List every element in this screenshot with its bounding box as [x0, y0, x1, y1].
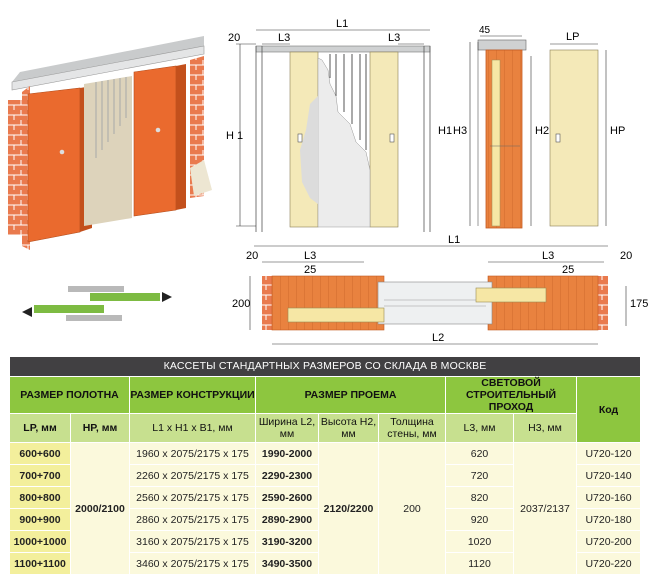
table-row: 900+900 2860 x 2075/2175 x 175 2890-2900…	[9, 508, 642, 532]
header-height: Высота H2, мм	[318, 413, 379, 444]
cell-dims: 2260 x 2075/2175 x 175	[129, 464, 256, 488]
cell-dims: 1960 x 2075/2175 x 175	[129, 442, 256, 466]
cell-lp: 1000+1000	[9, 530, 71, 554]
cell-lp: 1100+1100	[9, 552, 71, 575]
label-20-plan-right: 20	[620, 250, 632, 262]
cell-l3: 1120	[445, 552, 514, 575]
cell-l3: 720	[445, 464, 514, 488]
cell-lp: 600+600	[9, 442, 71, 466]
sliding-direction-symbol	[22, 286, 172, 321]
cell-l2: 2590-2600	[255, 486, 319, 510]
table-row: 1000+1000 3160 x 2075/2175 x 175 3190-32…	[9, 530, 642, 554]
cell-l2: 3490-3500	[255, 552, 319, 575]
header-l3: L3, мм	[445, 413, 514, 444]
label-h2: H2	[535, 125, 549, 137]
header-lp: LP, мм	[9, 413, 71, 444]
label-l1-front: L1	[336, 18, 348, 30]
label-25-left: 25	[304, 264, 316, 276]
table-row: 800+800 2560 x 2075/2175 x 175 2590-2600…	[9, 486, 642, 510]
group-construction-size: РАЗМЕР КОНСТРУКЦИИ	[129, 375, 256, 415]
side-section: H1 H3 H2 45	[438, 25, 549, 229]
label-20-front: 20	[228, 32, 240, 44]
cell-l2: 1990-2000	[255, 442, 319, 466]
table-row: 600+600 2000/2100 1960 x 2075/2175 x 175…	[9, 442, 642, 575]
cell-l3: 620	[445, 442, 514, 466]
table-row: 700+700 2260 x 2075/2175 x 175 2290-2300…	[9, 464, 642, 488]
table-title: КАССЕТЫ СТАНДАРТНЫХ РАЗМЕРОВ СО СКЛАДА В…	[8, 356, 642, 377]
label-l3-plan-right: L3	[542, 250, 554, 262]
label-hp: HP	[610, 125, 625, 137]
cell-l3: 920	[445, 508, 514, 532]
label-l1-plan: L1	[448, 234, 460, 246]
cell-l3: 1020	[445, 530, 514, 554]
cell-code: U720-180	[575, 508, 642, 532]
label-175: 175	[630, 298, 648, 310]
label-45: 45	[479, 25, 491, 36]
header-hp: HP, мм	[70, 413, 130, 444]
cell-wall: 200	[378, 442, 446, 575]
cell-code: U720-220	[575, 552, 642, 575]
cell-hp: 2000/2100	[70, 442, 130, 575]
cell-code: U720-140	[575, 464, 642, 488]
cell-lp: 900+900	[9, 508, 71, 532]
label-l3-right: L3	[388, 32, 400, 44]
plan-view: L1 L3 L3 20 20 25 25 200 175 L2	[232, 234, 648, 345]
header-width: Ширина L2, мм	[255, 413, 319, 444]
label-l3-plan-left: L3	[304, 250, 316, 262]
label-200: 200	[232, 298, 250, 310]
cell-code: U720-200	[575, 530, 642, 554]
label-h1: H 1	[226, 130, 243, 142]
group-panel-size: РАЗМЕР ПОЛОТНА	[9, 375, 130, 415]
cell-l2: 3190-3200	[255, 530, 319, 554]
cell-lp: 800+800	[9, 486, 71, 510]
cell-dims: 3460 x 2075/2175 x 175	[129, 552, 256, 575]
label-h3: H3	[453, 125, 467, 137]
cell-h3: 2037/2137	[513, 442, 577, 575]
label-l2: L2	[432, 332, 444, 344]
technical-drawings: H 1 L1 L3 L3 20 H1 H3 H2 45 LP HP L1	[8, 18, 648, 345]
standard-sizes-table: КАССЕТЫ СТАНДАРТНЫХ РАЗМЕРОВ СО СКЛАДА В…	[8, 356, 642, 575]
label-20-plan-left: 20	[246, 250, 258, 262]
group-opening-size: РАЗМЕР ПРОЕМА	[255, 375, 446, 415]
cell-dims: 2860 x 2075/2175 x 175	[129, 508, 256, 532]
perspective-view	[8, 36, 212, 250]
header-dims: L1 x H1 x B1, мм	[129, 413, 256, 444]
cell-lp: 700+700	[9, 464, 71, 488]
front-elevation: H 1 L1 L3 L3 20	[226, 18, 431, 232]
cell-l3: 820	[445, 486, 514, 510]
door-leaf-view: LP HP	[549, 31, 625, 227]
group-passage: СВЕТОВОЙ СТРОИТЕЛЬНЫЙ ПРОХОД	[445, 375, 577, 415]
cell-l2: 2290-2300	[255, 464, 319, 488]
label-h1-side: H1	[438, 125, 452, 137]
label-l3-left: L3	[278, 32, 290, 44]
cell-code: U720-160	[575, 486, 642, 510]
cell-code: U720-120	[575, 442, 642, 466]
cell-dims: 3160 x 2075/2175 x 175	[129, 530, 256, 554]
header-wall: Толщина стены, мм	[378, 413, 446, 444]
label-25-right: 25	[562, 264, 574, 276]
cell-l2: 2890-2900	[255, 508, 319, 532]
cell-dims: 2560 x 2075/2175 x 175	[129, 486, 256, 510]
label-lp: LP	[566, 31, 579, 43]
cell-h2: 2120/2200	[318, 442, 379, 575]
header-h3: H3, мм	[513, 413, 577, 444]
group-code: Код	[575, 375, 642, 444]
